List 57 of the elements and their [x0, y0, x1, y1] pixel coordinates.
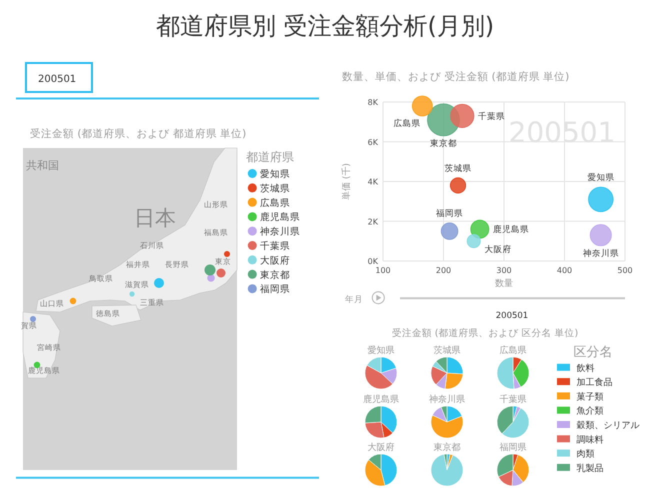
- tick-label: 6K: [368, 138, 378, 147]
- title: 都道府県別 受注金額分析(月別): [156, 12, 494, 40]
- tick-label: 0K: [368, 257, 378, 266]
- tick-label: 200: [436, 266, 452, 275]
- tick-label: 2K: [368, 217, 378, 226]
- legend-title: 都道府県: [246, 150, 294, 164]
- point-label: 東京都: [430, 138, 457, 149]
- title: 受注金額 (都道府県、および 都道府県 単位): [30, 128, 246, 140]
- title: 広島県: [500, 346, 526, 356]
- play-label: 年月: [345, 295, 363, 305]
- title: 鹿児島県: [363, 395, 399, 405]
- tick-label: 4K: [368, 178, 378, 186]
- legend-label: 茨城県: [260, 183, 290, 194]
- tick-label: 8K: [368, 98, 378, 107]
- title: 千葉県: [500, 395, 526, 405]
- legend-label: 鹿児島県: [260, 212, 300, 224]
- tick-label: 400: [556, 266, 572, 275]
- legend-label: 穀類、シリアル: [576, 421, 640, 431]
- point-label: 愛知県: [587, 173, 614, 184]
- legend-label: 肉類: [576, 450, 594, 460]
- title: 茨城県: [434, 346, 460, 356]
- title: 東京都: [434, 443, 460, 453]
- title: 神奈川県: [429, 395, 465, 405]
- legend-label: 魚介類: [576, 406, 604, 417]
- legend-label: 広島県: [260, 198, 290, 209]
- point-label: 千葉県: [478, 112, 505, 122]
- title: 数量、単価、および 受注金額 (都道府県 単位): [342, 71, 570, 83]
- tick-label: 500: [617, 266, 633, 275]
- legend-label: 千葉県: [260, 241, 290, 252]
- tick-label: 300: [496, 266, 512, 275]
- legend-label: 調味料: [576, 435, 604, 446]
- legend-label: 菓子類: [576, 392, 604, 402]
- point-label: 福岡県: [436, 208, 464, 219]
- point-label: 大阪府: [484, 245, 512, 256]
- axis-title: 数量: [495, 279, 513, 289]
- axis-title: 単価 (千): [342, 163, 352, 200]
- point-label: 神奈川県: [582, 248, 619, 259]
- legend-label: 飲料: [576, 364, 594, 374]
- map-label: 日本: [134, 206, 176, 230]
- legend-label: 大阪府: [260, 255, 290, 266]
- point-label: 広島県: [393, 118, 420, 129]
- legend-title: 区分名: [574, 345, 612, 360]
- point-label: 鹿児島県: [492, 225, 529, 236]
- legend-label: 東京都: [260, 270, 290, 281]
- legend-label: 加工食品: [576, 378, 612, 388]
- title: 受注金額 (都道府県、および 区分名 単位): [392, 328, 578, 339]
- play-value: 200501: [496, 311, 528, 321]
- legend-label: 福岡県: [260, 284, 290, 296]
- title: 大阪府: [368, 443, 394, 453]
- title: 福岡県: [500, 443, 526, 453]
- legend-label: 愛知県: [260, 169, 290, 180]
- tick-label: 100: [375, 266, 391, 275]
- legend-label: 乳製品: [576, 464, 604, 474]
- legend-label: 神奈川県: [260, 226, 300, 238]
- slicer-value: 200501: [38, 74, 76, 85]
- map-label: 共和国: [26, 159, 59, 172]
- point-label: 茨城県: [444, 164, 472, 174]
